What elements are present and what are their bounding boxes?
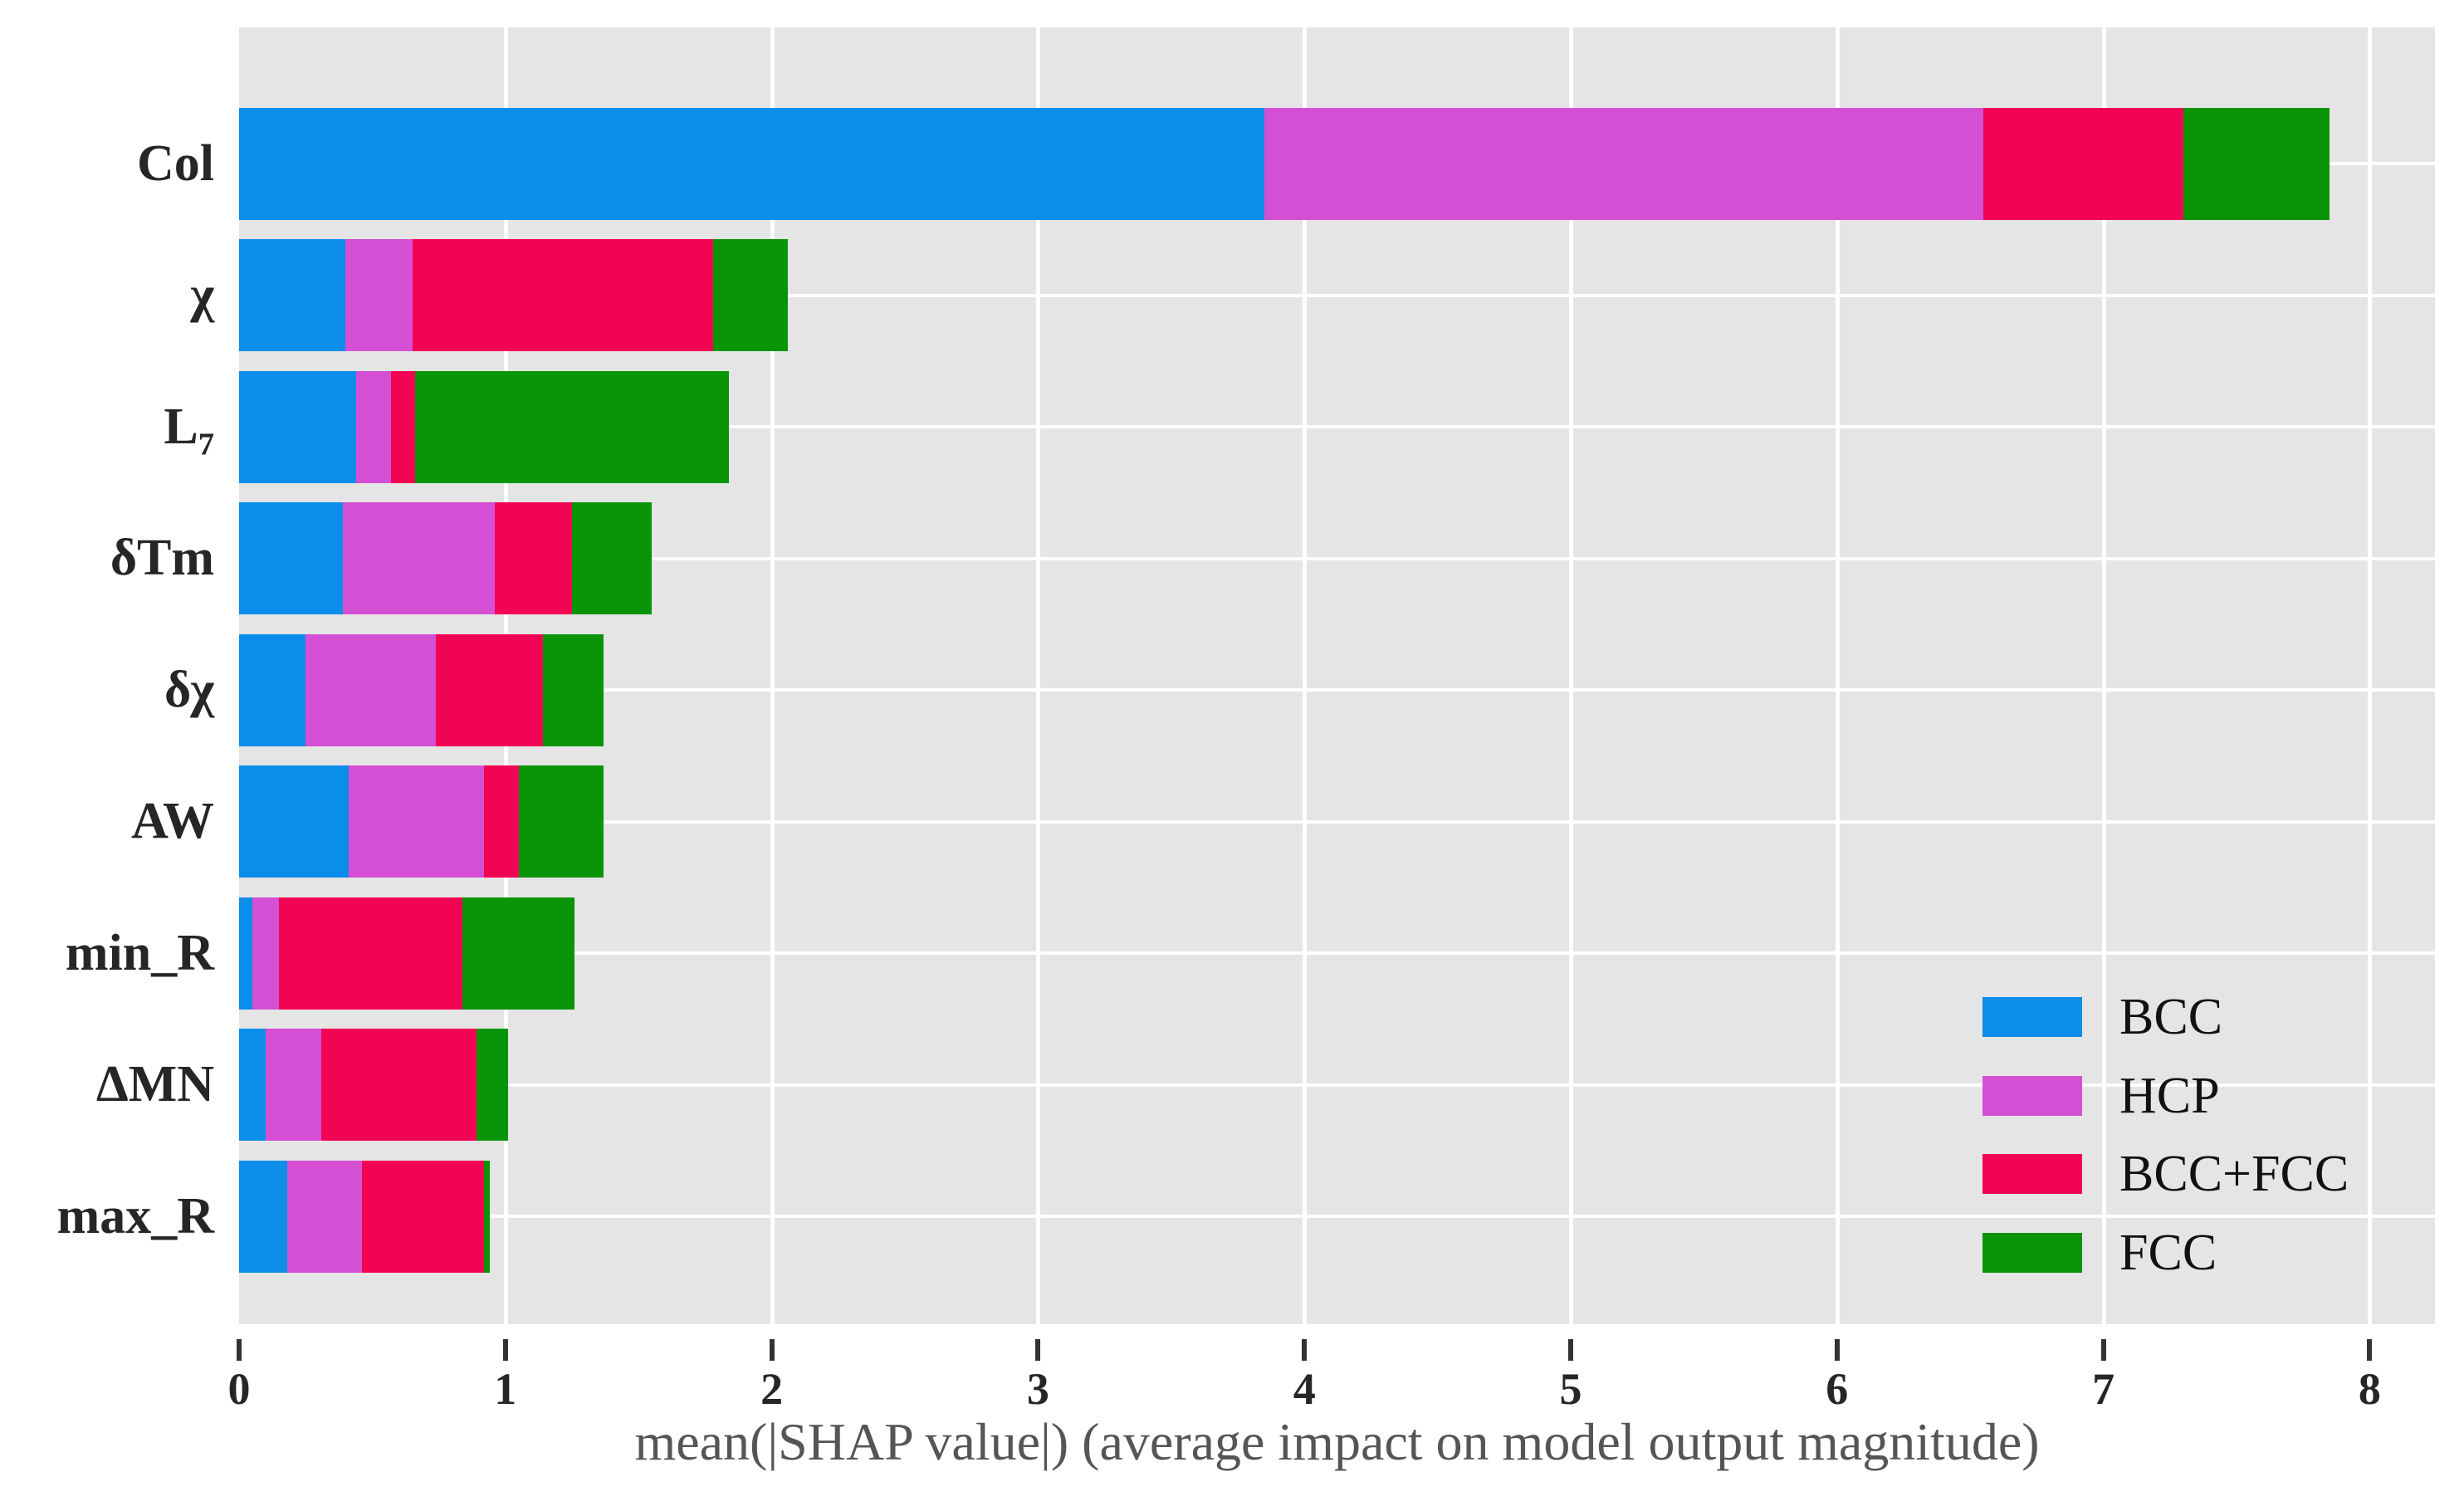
x-tick-label: 6 [1826, 1364, 1849, 1414]
bar-segment-hcp [266, 1029, 322, 1141]
x-axis-title: mean(|SHAP value|) (average impact on mo… [634, 1412, 2040, 1471]
bar-5 [239, 633, 604, 746]
bar-segment-bcc [239, 633, 306, 746]
bar-segment-bcc [239, 107, 1265, 220]
x-gridline-6 [1835, 27, 1840, 1324]
y-tick-label: ΔMN [95, 1056, 214, 1112]
bar-segment-fcc [414, 370, 730, 483]
y-gridline-6 [239, 819, 2435, 824]
bar-segment-hcp [343, 502, 495, 614]
legend-label-bcc: BCC [2119, 989, 2223, 1045]
bar-2 [239, 239, 788, 351]
y-tick-label: AW [131, 793, 214, 849]
bar-segment-hcp [1264, 107, 1984, 220]
bar-segment-bcc+fcc [361, 1160, 485, 1273]
x-tick-mark [502, 1339, 508, 1361]
legend-swatch-fcc [1982, 1232, 2082, 1273]
bar-segment-fcc [571, 502, 653, 614]
legend-swatch-bcc [1982, 997, 2082, 1037]
bar-segment-bcc+fcc [436, 633, 543, 746]
y-gridline-8 [239, 1083, 2435, 1087]
x-tick-label: 2 [760, 1364, 784, 1414]
x-tick-label: 1 [494, 1364, 517, 1414]
bar-segment-bcc+fcc [412, 239, 713, 351]
x-gridline-3 [1036, 27, 1041, 1324]
x-tick-mark [1568, 1339, 1573, 1361]
bar-segment-bcc+fcc [279, 897, 463, 1010]
bar-segment-bcc+fcc [494, 502, 572, 614]
bar-segment-bcc [239, 239, 346, 351]
legend-label-fcc: FCC [2119, 1224, 2217, 1281]
bar-segment-fcc [542, 633, 604, 746]
bar-segment-bcc+fcc [1983, 107, 2183, 220]
x-gridline-4 [1303, 27, 1308, 1324]
y-tick-label: δχ [164, 661, 214, 718]
x-tick-label: 3 [1026, 1364, 1049, 1414]
bar-segment-fcc [2183, 107, 2330, 220]
bar-9 [239, 1160, 490, 1273]
legend-label-bcc+fcc: BCC+FCC [2119, 1146, 2349, 1202]
bar-segment-fcc [476, 1029, 508, 1141]
bar-segment-hcp [306, 633, 437, 746]
bar-8 [239, 1029, 508, 1141]
bar-1 [239, 107, 2330, 220]
x-gridline-5 [1569, 27, 1573, 1324]
bar-segment-fcc [462, 897, 575, 1010]
bar-segment-fcc [484, 1160, 490, 1273]
x-tick-mark [2367, 1339, 2373, 1361]
x-tick-label: 0 [227, 1364, 251, 1414]
y-tick-label: χ [190, 267, 214, 323]
bar-7 [239, 897, 575, 1010]
bar-segment-bcc [239, 1029, 266, 1141]
legend-swatch-bcc+fcc [1982, 1154, 2082, 1194]
y-tick-label: Col [137, 134, 214, 192]
bar-segment-bcc+fcc [484, 765, 519, 878]
x-tick-label: 4 [1293, 1364, 1316, 1414]
legend-label-hcp: HCP [2119, 1067, 2220, 1124]
x-gridline-7 [2101, 27, 2106, 1324]
bar-segment-bcc [239, 897, 253, 1010]
y-tick-label: min_R [65, 924, 214, 981]
x-tick-mark [237, 1339, 242, 1361]
y-tick-label: max_R [56, 1187, 214, 1244]
y-tick-label: L7 [164, 398, 214, 462]
legend-swatch-hcp [1982, 1075, 2082, 1116]
bar-segment-bcc+fcc [390, 370, 415, 483]
x-tick-label: 5 [1559, 1364, 1582, 1414]
bar-3 [239, 370, 730, 483]
x-gridline-2 [770, 27, 775, 1324]
bar-6 [239, 765, 604, 878]
bar-segment-hcp [345, 239, 413, 351]
y-gridline-3 [239, 425, 2435, 428]
bar-segment-hcp [348, 765, 485, 878]
bar-segment-fcc [518, 765, 604, 878]
bar-segment-bcc [239, 370, 357, 483]
bar-4 [239, 502, 653, 614]
bar-segment-bcc [239, 502, 344, 614]
bar-segment-hcp [356, 370, 391, 483]
y-gridline-5 [239, 688, 2435, 692]
bar-segment-hcp [286, 1160, 362, 1273]
bar-segment-bcc [239, 1160, 287, 1273]
y-gridline-2 [239, 293, 2435, 297]
y-gridline-4 [239, 556, 2435, 560]
x-gridline-8 [2368, 27, 2373, 1324]
x-tick-mark [769, 1339, 775, 1361]
x-tick-mark [2100, 1339, 2106, 1361]
x-tick-label: 8 [2358, 1364, 2381, 1414]
x-tick-mark [1302, 1339, 1308, 1361]
bar-segment-bcc+fcc [321, 1029, 477, 1141]
plot-area: BCC HCP BCC+FCC FCC [239, 27, 2435, 1324]
x-tick-mark [1035, 1339, 1041, 1361]
bar-segment-bcc [239, 765, 349, 878]
bar-segment-hcp [252, 897, 280, 1010]
x-tick-label: 7 [2092, 1364, 2115, 1414]
y-gridline-9 [239, 1215, 2435, 1218]
y-gridline-7 [239, 951, 2435, 955]
x-tick-mark [1834, 1339, 1840, 1361]
y-tick-label: δTm [110, 530, 214, 586]
bar-segment-fcc [713, 239, 788, 351]
